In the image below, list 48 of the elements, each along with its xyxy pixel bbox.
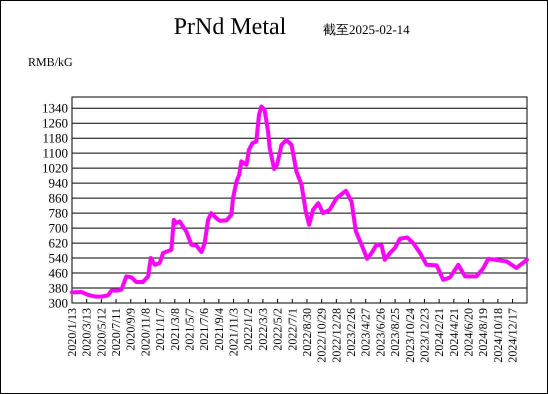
y-tick-label: 1100 [42,146,68,161]
x-tick-label: 2021/1/7 [153,308,168,351]
chart-subtitle: 截至2025-02-14 [323,22,410,37]
y-tick-label: 620 [48,236,68,251]
x-tick-label: 2022/8/30 [300,308,314,357]
x-tick-label: 2023/6/26 [373,308,388,357]
chart-title: PrNd Metal [174,14,287,40]
x-tick-label: 2020/9/9 [124,308,138,351]
x-tick-label: 2024/12/17 [506,308,520,363]
x-tick-label: 2022/12/28 [329,308,344,363]
y-tick-label: 540 [48,250,68,266]
y-tick-label: 940 [48,176,68,191]
x-tick-label: 2023/12/23 [417,308,432,363]
y-tick-label: 1180 [42,130,68,146]
x-tick-label: 2020/5/12 [94,308,108,357]
x-tick-label: 2020/7/11 [109,308,124,356]
y-axis-title: RMB/kG [28,55,74,69]
x-tick-label: 2020/11/8 [138,308,152,356]
x-tick-label: 2021/3/8 [168,308,182,351]
x-tick-label: 2024/8/19 [476,308,490,357]
x-tick-label: 2023/8/25 [388,308,402,357]
x-tick-label: 2021/11/3 [226,308,241,356]
x-tick-label: 2022/3/3 [256,308,270,351]
y-tick-label: 780 [48,206,68,221]
x-tick-label: 2024/6/20 [462,308,476,357]
x-tick-label: 2024/10/18 [490,308,505,363]
y-tick-label: 700 [48,220,68,236]
x-tick-label: 2021/7/6 [197,308,212,351]
x-tick-label: 2023/4/27 [358,308,373,357]
x-tick-label: 2022/10/29 [314,308,329,363]
x-tick-label: 2020/3/13 [80,308,94,357]
x-tick-label: 2024/4/21 [446,308,461,357]
x-tick-label: 2020/1/13 [65,308,79,357]
y-tick-label: 380 [48,280,68,296]
x-tick-label: 2022/1/2 [241,308,256,351]
y-tick-label: 1260 [42,116,68,131]
x-tick-label: 2021/5/7 [182,308,196,351]
y-tick-label: 860 [48,190,68,206]
x-tick-label: 2021/9/4 [212,308,226,351]
x-tick-label: 2023/2/26 [344,308,358,357]
x-tick-label: 2022/5/2 [270,308,285,351]
y-tick-label: 1340 [42,100,68,116]
y-tick-label: 1020 [42,160,68,176]
y-tick-label: 460 [48,266,68,281]
y-tick-label: 300 [48,296,68,310]
x-tick-label: 2024/2/21 [432,308,446,357]
x-tick-label: 2022/7/1 [285,308,300,351]
x-tick-label: 2023/10/24 [402,308,417,363]
